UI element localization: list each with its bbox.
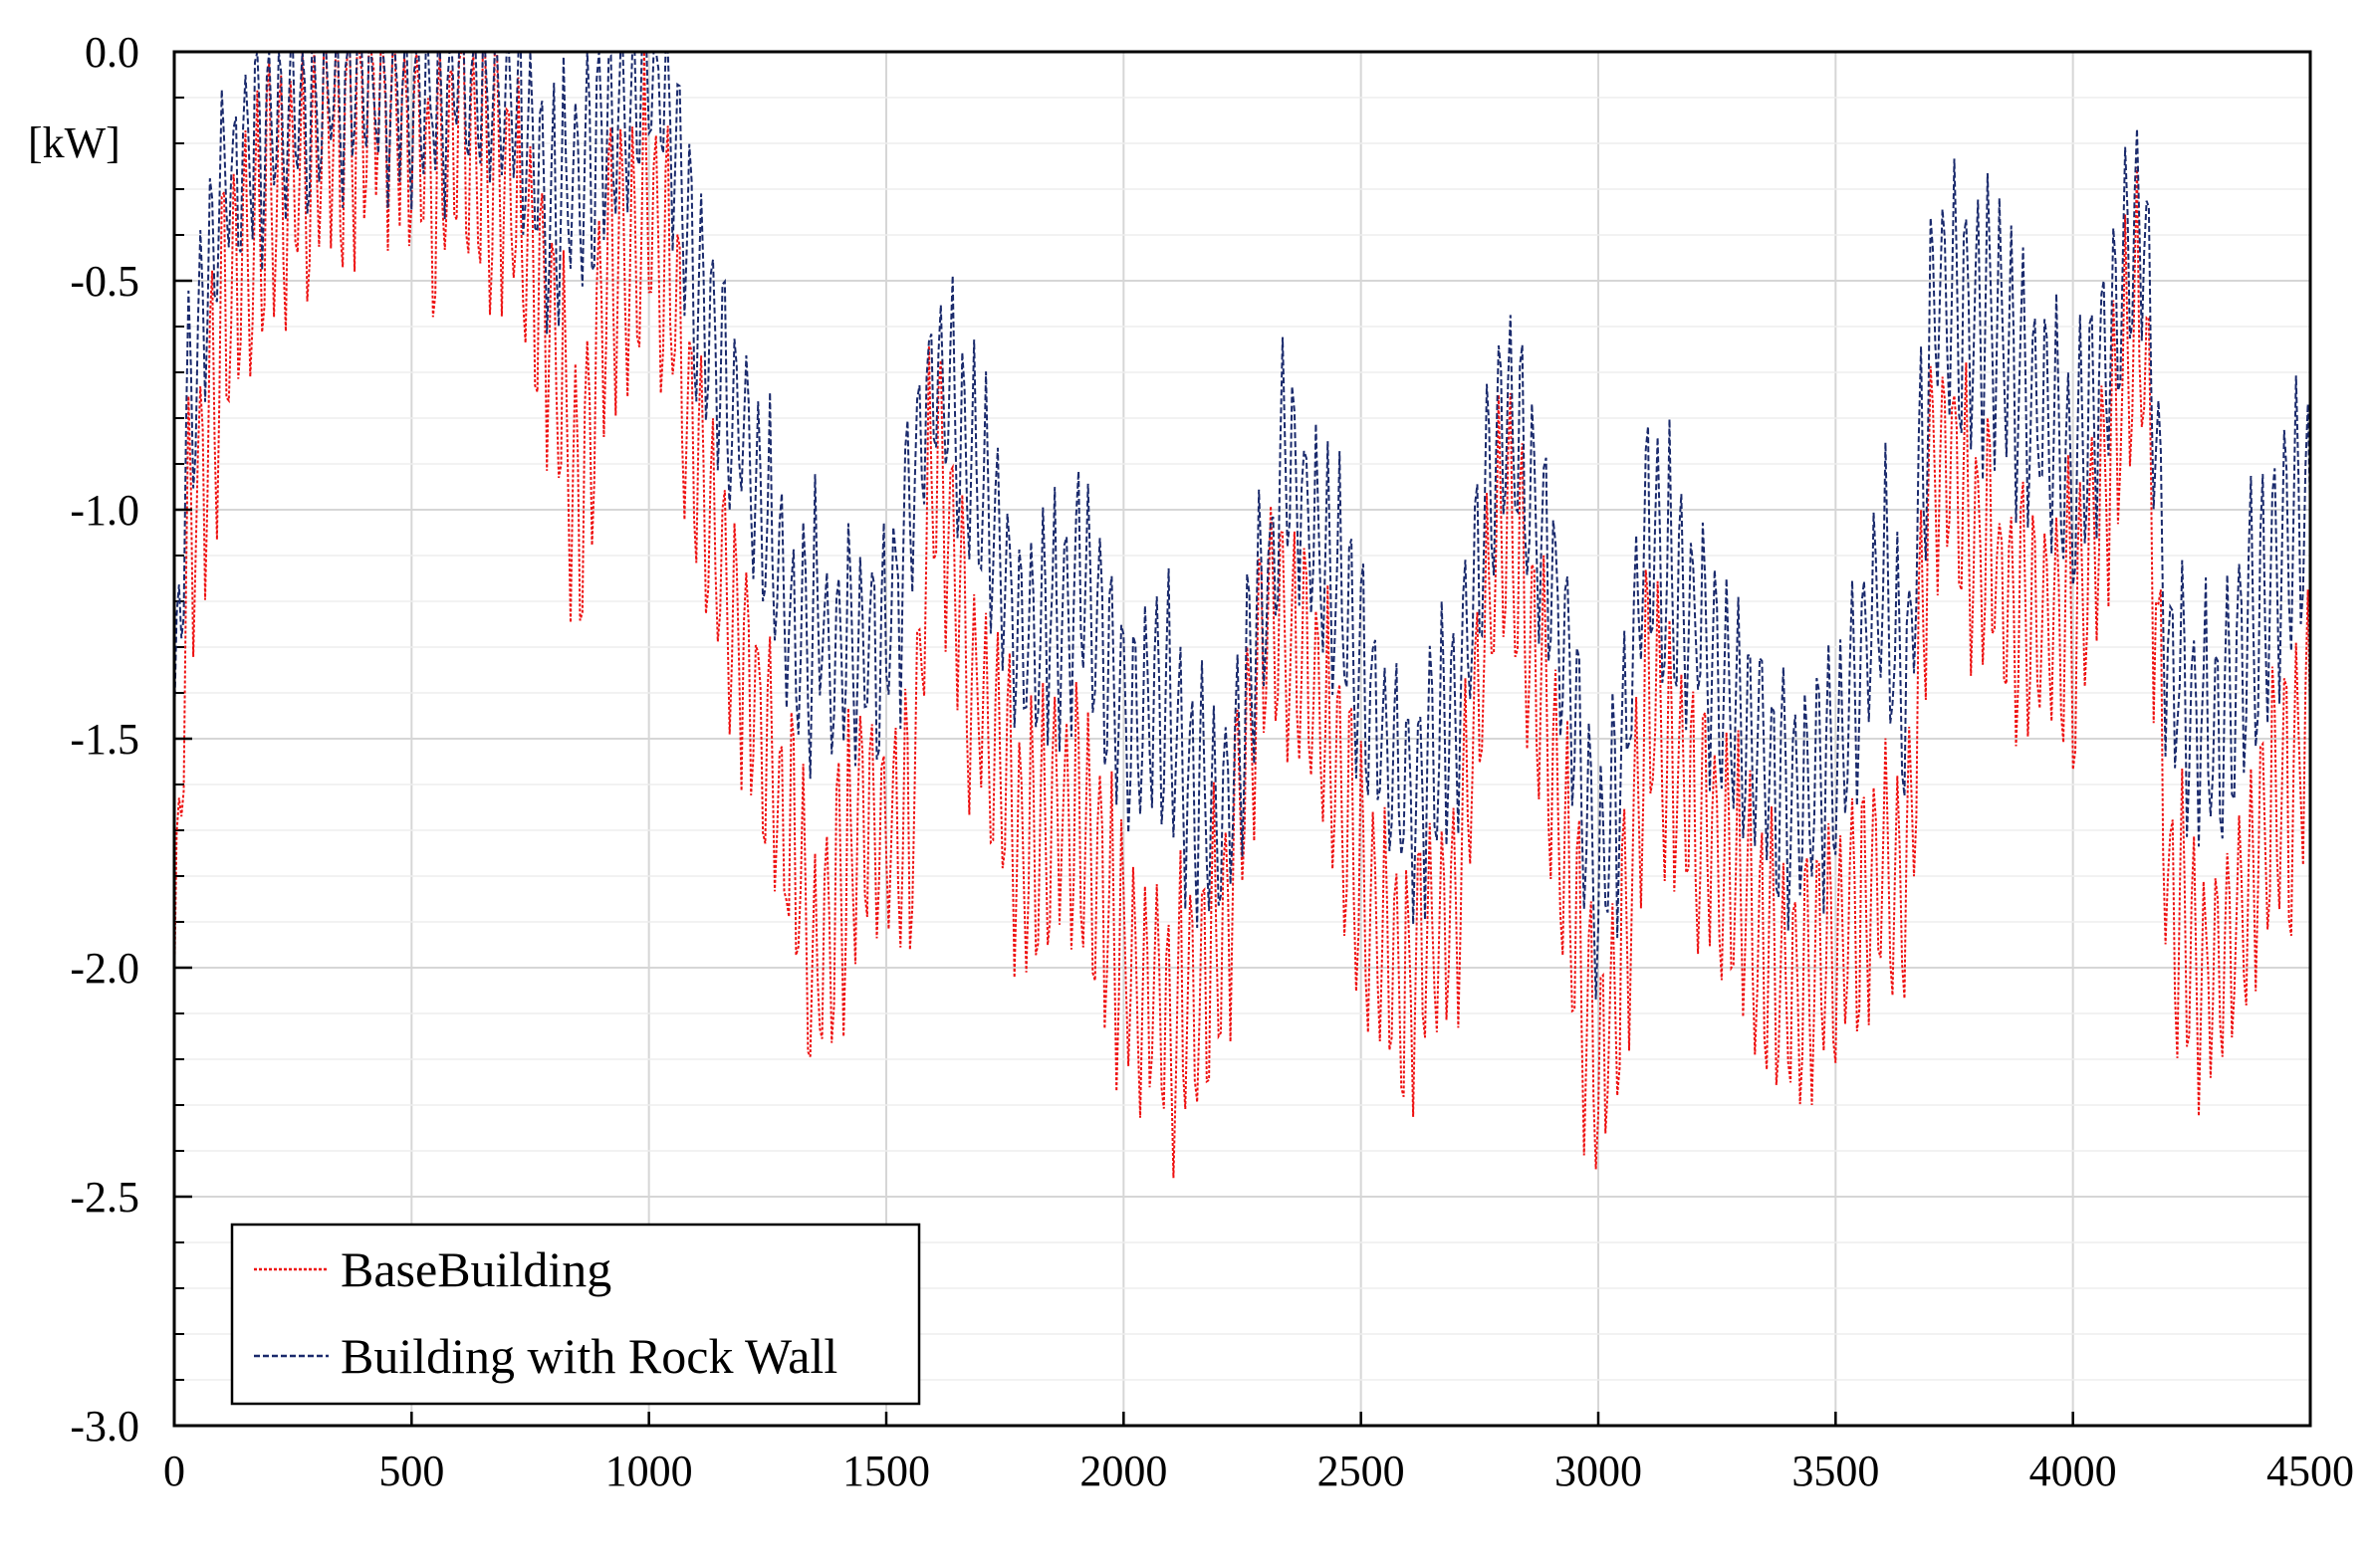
x-axis-ticks: 0 500 1000 1500 2000 2500 3000 3500 4000 4500	[163, 1412, 2354, 1495]
x-tick-label: 3000	[1554, 1447, 1642, 1495]
x-tick-label: 3500	[1791, 1447, 1879, 1495]
x-tick-label: 4000	[2029, 1447, 2117, 1495]
grid-lines	[174, 52, 2310, 1426]
y-tick-label: -2.5	[70, 1173, 139, 1222]
y-tick-label: -1.0	[70, 486, 139, 535]
y-tick-label: -1.5	[70, 715, 139, 764]
legend-label-basebuilding: BaseBuilding	[341, 1241, 611, 1297]
legend: BaseBuilding Building with Rock Wall	[230, 1223, 921, 1406]
y-tick-label: 0.0	[85, 28, 139, 77]
series-line-basebuilding	[174, 52, 2310, 1179]
x-tick-label: 2500	[1317, 1447, 1405, 1495]
y-tick-label: -0.5	[70, 257, 139, 306]
y-tick-label: -3.0	[70, 1402, 139, 1451]
x-tick-label: 4500	[2266, 1447, 2354, 1495]
y-axis-ticks: 0.0 -0.5 -1.0 -1.5 -2.0 -2.5 -3.0	[70, 28, 192, 1451]
y-axis-unit-label: [kW]	[28, 118, 120, 167]
x-tick-label: 2000	[1079, 1447, 1167, 1495]
legend-box	[230, 1223, 921, 1406]
x-tick-label: 500	[378, 1447, 444, 1495]
x-tick-label: 0	[163, 1447, 185, 1495]
y-tick-label: -2.0	[70, 944, 139, 993]
series-layer	[174, 52, 2310, 1179]
legend-label-rock-wall: Building with Rock Wall	[341, 1328, 837, 1384]
x-tick-label: 1000	[605, 1447, 693, 1495]
x-tick-label: 1500	[842, 1447, 930, 1495]
series-line-rock-wall	[174, 52, 2310, 1000]
